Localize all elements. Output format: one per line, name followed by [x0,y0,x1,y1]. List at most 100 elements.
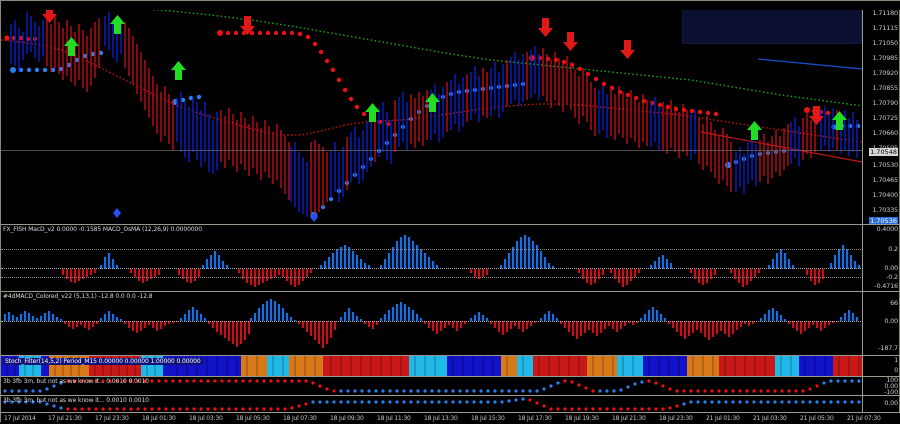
time-label: 18 Jul 07:30 [283,415,317,422]
price-gridline [1,150,863,151]
price-label: 1.70335 [872,206,899,214]
osma-histogram [61,235,861,287]
time-label: 17 Jul 23:30 [95,415,129,422]
3b-indicator-legend-1: 3b 3fb 3m, but not as we know it... 0.00… [3,378,149,385]
3b-indicator-legend-2: 3b 3fb 3m, but not as we know it... 0.00… [3,397,149,404]
time-label: 18 Jul 21:30 [612,415,646,422]
sell-arrow [240,16,255,35]
stoch-filter-bands [1,356,863,376]
price-label: 1.70725 [872,114,899,122]
time-label: 18 Jul 03:30 [189,415,223,422]
red-dotted-ma [1,39,863,143]
3b-axis-2[interactable]: 0.00 [862,396,899,412]
osma-axis-label: -0.2 [886,273,898,281]
stoch-axis-label: 1 [894,356,898,364]
price-label: 1.70530 [872,161,899,169]
time-label: 18 Jul 19:30 [565,415,599,422]
3b-indicator-pane-1[interactable]: 3b 3fb 3m, but not as we know it... 0.00… [1,377,863,395]
buy-arrow [64,37,79,56]
macd-colored-pane[interactable]: #4dMACD_Colored_v22 (5,13,1) -12.8 0.0 0… [1,292,863,355]
time-label: 18 Jul 05:30 [236,415,270,422]
red-trendline [700,131,863,163]
price-label: 1.70985 [872,54,899,62]
sell-arrow [42,4,57,23]
time-label: 18 Jul 11:30 [377,415,411,422]
buy-arrow [110,15,125,34]
osma-upper-level [1,249,863,250]
osma-lower-level [1,277,863,278]
buy-arrow [425,93,440,112]
blue-trendline [757,58,863,70]
3b-indicator-pane-2[interactable]: 3b 3fb 3m, but not as we know it... 0.00… [1,396,863,412]
price-label: 1.71180 [872,9,899,17]
osma-axis-label: 0.00 [884,264,898,272]
3b-axis-label: -100 [884,388,898,396]
3b-axis-1[interactable]: 100 0.00 -100 [862,376,899,396]
trailing-stop-dots-red [4,30,831,127]
price-label: 1.71115 [872,24,899,32]
osma-axis-label: -0.4716 [874,282,898,290]
stoch-filter-pane[interactable]: Stoch_Filter(14,5,2) Period_M15 0.00000 … [1,356,863,376]
time-axis[interactable]: 17 Jul 2014 17 Jul 21:30 17 Jul 23:30 18… [1,412,900,424]
time-label: 18 Jul 23:30 [659,415,693,422]
price-label: 1.70855 [872,84,899,92]
fx-fish-macd-legend: FX_FISH MacD_v2 0.0000 -0.1585 MACD_OsMA… [3,226,202,233]
buy-arrow [832,111,847,130]
time-label: 21 Jul 07:30 [847,415,881,422]
pane-divider[interactable] [1,395,900,396]
macd-axis-label: -187.7 [878,344,898,352]
macd-colored-legend: #4dMACD_Colored_v22 (5,13,1) -12.8 0.0 0… [3,293,153,300]
time-label: 17 Jul 2014 [4,415,36,422]
price-label: 1.70920 [872,69,899,77]
time-label: 18 Jul 09:30 [330,415,364,422]
osma-axis-label: 0.2 [888,245,898,253]
pane-divider[interactable] [1,355,900,356]
stoch-axis-label: 0 [894,366,898,374]
pane-divider[interactable] [1,291,900,292]
bid-price-tag: 1.70536 [869,217,898,225]
buy-arrow [747,121,762,140]
main-price-plot [1,4,863,222]
sell-arrow [620,40,635,59]
price-label: 1.70790 [872,99,899,107]
macd-axis-label: 0.00 [884,317,898,325]
price-label: 1.70400 [872,191,899,199]
time-label: 18 Jul 17:30 [518,415,552,422]
3b-axis-label: 100 [886,376,898,384]
time-label: 18 Jul 13:30 [424,415,458,422]
price-label: 1.70465 [872,176,899,184]
time-label: 18 Jul 15:30 [471,415,505,422]
fx-fish-macd-pane[interactable]: FX_FISH MacD_v2 0.0000 -0.1585 MACD_OsMA… [1,225,863,291]
stoch-filter-legend: Stoch_Filter(14,5,2) Period_M15 0.00000 … [3,358,203,365]
time-label: 21 Jul 01:30 [706,415,740,422]
osma-axis[interactable]: 0.4000 0.2 0.00 -0.2 -0.4716 [862,225,899,291]
buy-arrow [171,61,186,80]
price-label: 1.71050 [872,39,899,47]
macd-colored-histogram [3,299,859,348]
chart-titlebar [1,1,900,10]
main-price-pane[interactable] [1,2,863,224]
3b-dot-line-1 [3,379,861,393]
3b-axis-label: 0.00 [884,382,898,390]
3b-dot-line-2 [3,397,861,411]
signal-arrows [42,4,847,222]
time-label: 18 Jul 01:30 [142,415,176,422]
macd-axis-label: 66 [890,299,898,307]
stoch-axis[interactable]: 1 0 [862,356,899,376]
pane-divider[interactable] [1,224,900,225]
macd-axis[interactable]: 66 0.00 -187.7 [862,292,899,355]
blue-diamond-marker [113,208,318,222]
price-label: 1.70660 [872,129,899,137]
sell-arrow [563,32,578,51]
time-label: 21 Jul 03:30 [753,415,787,422]
price-axis[interactable]: 1.71180 1.71115 1.71050 1.70985 1.70920 … [862,2,899,225]
pane-divider[interactable] [1,376,900,377]
price-bars [10,12,858,218]
buy-arrow [365,103,380,122]
sell-arrow [809,106,824,125]
time-label: 17 Jul 21:30 [48,415,82,422]
osma-axis-label: 0.4000 [876,225,898,233]
time-label: 21 Jul 05:30 [800,415,834,422]
current-price-tag: 1.70548 [869,148,898,156]
